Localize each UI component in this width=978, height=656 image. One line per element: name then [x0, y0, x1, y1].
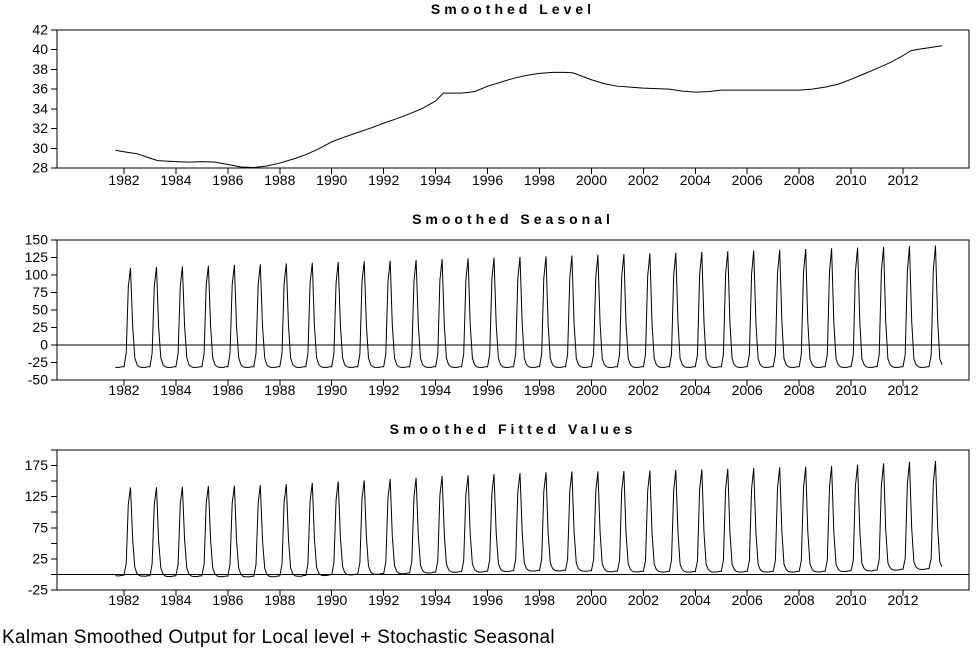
x-tick-label: 2006	[732, 172, 763, 188]
y-tick-label: 38	[32, 61, 48, 77]
plot-frame	[56, 29, 970, 169]
y-tick-label: 75	[32, 284, 48, 300]
x-tick-label: 1988	[264, 172, 295, 188]
x-tick-label: 2010	[836, 592, 867, 608]
smoothed-level-title: Smoothed Level	[430, 1, 596, 17]
smoothed-fitted-values-panel: Smoothed Fitted Values -25 25 75 125 175 1982…	[0, 420, 978, 625]
x-tick-label: 1996	[472, 172, 503, 188]
x-tick-label: 2004	[680, 172, 711, 188]
x-tick-label: 1998	[524, 382, 555, 398]
figure-caption: Kalman Smoothed Output for Local level +…	[2, 627, 555, 648]
y-tick-label: 40	[32, 41, 48, 57]
x-tick-label: 1990	[316, 382, 347, 398]
x-tick-label: 2002	[628, 172, 659, 188]
x-tick-label: 2010	[836, 172, 867, 188]
y-tick-label: -25	[28, 354, 48, 370]
x-tick-label: 1994	[420, 382, 451, 398]
x-tick-label: 2000	[576, 592, 607, 608]
y-tick-label: 30	[32, 140, 48, 156]
x-tick-label: 2000	[576, 382, 607, 398]
x-tick-label: 1992	[368, 172, 399, 188]
series-line	[115, 245, 943, 368]
x-tick-label: 1992	[368, 382, 399, 398]
x-tick-label: 1998	[524, 172, 555, 188]
x-tick-label: 2002	[628, 382, 659, 398]
y-tick-label: 50	[32, 302, 48, 318]
y-tick-label: 100	[25, 267, 49, 283]
y-tick-label: 34	[32, 100, 48, 116]
y-axis: 28 30 32 34 36 38 40 42	[32, 22, 57, 176]
y-tick-label: 75	[32, 519, 48, 535]
x-tick-label: 1990	[316, 172, 347, 188]
x-tick-label: 1994	[420, 592, 451, 608]
x-tick-label: 2006	[732, 382, 763, 398]
y-tick-label: 175	[25, 457, 49, 473]
x-tick-label: 2004	[680, 592, 711, 608]
series-line	[115, 45, 943, 169]
x-tick-label: 2012	[887, 592, 918, 608]
x-tick-label: 1986	[212, 382, 243, 398]
x-tick-label: 2012	[887, 382, 918, 398]
x-tick-label: 1988	[264, 382, 295, 398]
smoothed-seasonal-title: Smoothed Seasonal	[412, 211, 614, 227]
x-tick-label: 2002	[628, 592, 659, 608]
x-tick-label: 1984	[160, 592, 191, 608]
x-tick-label: 1986	[212, 592, 243, 608]
y-tick-label: 0	[40, 337, 48, 353]
y-tick-label: 42	[32, 22, 48, 38]
y-tick-label: 125	[25, 488, 49, 504]
x-tick-label: 1990	[316, 592, 347, 608]
x-tick-label: 1994	[420, 172, 451, 188]
x-tick-label: 1982	[108, 382, 139, 398]
x-tick-label: 1986	[212, 172, 243, 188]
y-tick-label: -25	[28, 582, 48, 598]
y-tick-label: 150	[25, 232, 49, 248]
x-tick-label: 2008	[784, 172, 815, 188]
y-tick-label: 125	[25, 249, 49, 265]
plot-frame	[56, 449, 970, 591]
y-tick-label: 36	[32, 81, 48, 97]
y-tick-label: 28	[32, 160, 48, 176]
x-tick-label: 1996	[472, 592, 503, 608]
x-tick-label: 2012	[887, 172, 918, 188]
smoothed-fitted-values-title: Smoothed Fitted Values	[389, 421, 637, 437]
y-tick-label: 25	[32, 550, 48, 566]
y-tick-label: 25	[32, 319, 48, 335]
x-tick-label: 1982	[108, 172, 139, 188]
x-tick-label: 1984	[160, 382, 191, 398]
x-tick-label: 2008	[784, 592, 815, 608]
smoothed-seasonal-panel: Smoothed Seasonal -50 -25 0 25 50 75 100 125 150…	[0, 210, 978, 420]
x-axis: 1982 1984 1986 1988 1990 1992 1994 1996 1998 2000…	[108, 168, 919, 188]
x-tick-label: 1998	[524, 592, 555, 608]
y-tick-label: 32	[32, 120, 48, 136]
x-tick-label: 1984	[160, 172, 191, 188]
x-tick-label: 2006	[732, 592, 763, 608]
smoothed-fitted-values-chart: -25 25 75 125 175 1982 1984 1986 1988 1990 1992 199…	[25, 449, 970, 608]
x-axis: 1982 1984 1986 1988 1990 1992 1994 1996 1998 2000…	[108, 590, 919, 608]
x-tick-label: 1982	[108, 592, 139, 608]
x-axis: 1982 1984 1986 1988 1990 1992 1994 1996 1998 2000…	[108, 380, 919, 398]
x-tick-label: 2008	[784, 382, 815, 398]
x-tick-label: 1996	[472, 382, 503, 398]
x-tick-label: 1992	[368, 592, 399, 608]
y-tick-label: -50	[28, 372, 48, 388]
x-tick-label: 2000	[576, 172, 607, 188]
y-axis: -25 25 75 125 175	[25, 449, 57, 598]
series-line	[115, 460, 943, 578]
x-tick-label: 2004	[680, 382, 711, 398]
smoothed-level-chart: 28 30 32 34 36 38 40 42 1982 1984 1986 1988 1990 1992…	[32, 22, 970, 188]
smoothed-level-panel: Smoothed Level 28 30 32 34 36 38 40 42 1982 1984 1…	[0, 0, 978, 210]
x-tick-label: 1988	[264, 592, 295, 608]
x-tick-label: 2010	[836, 382, 867, 398]
